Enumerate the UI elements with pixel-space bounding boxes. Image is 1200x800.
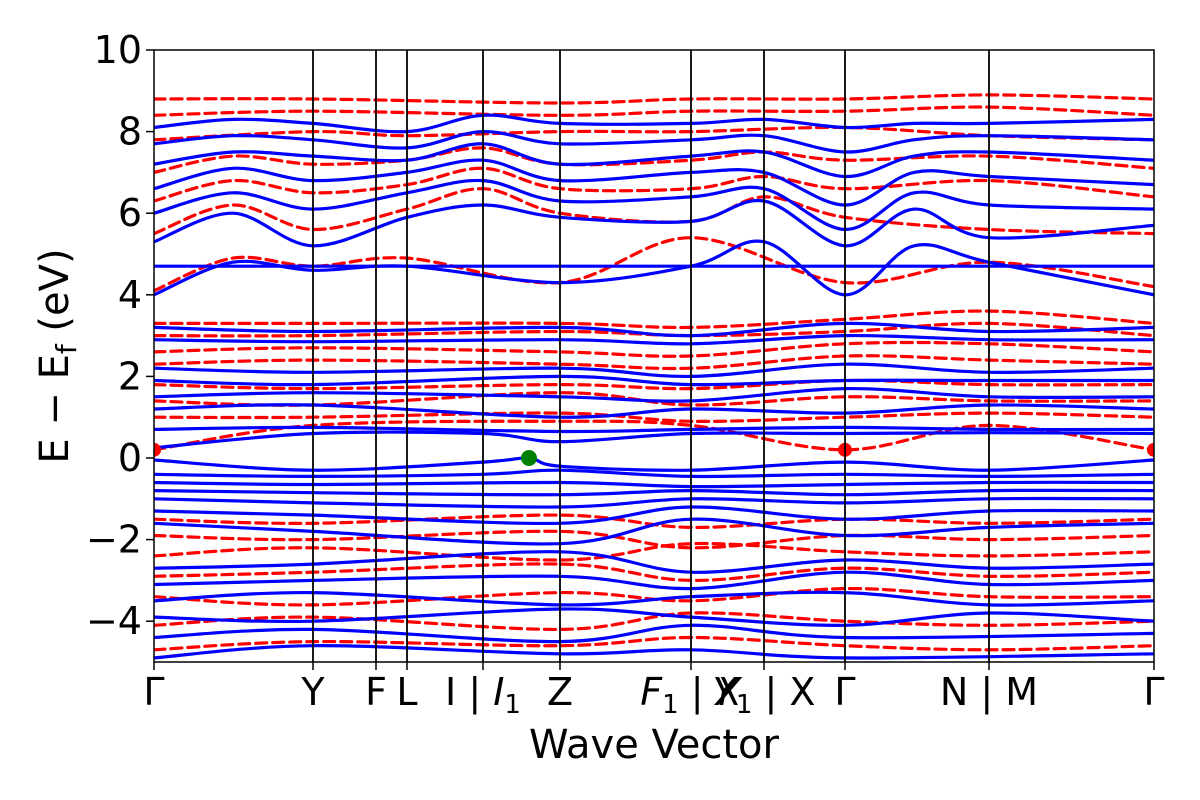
band-solid-12 [154, 456, 1154, 472]
x-tick-label-0: Γ [143, 670, 164, 714]
y-axis-label-main: E − E [32, 354, 78, 464]
band-edge-marker-0 [521, 450, 537, 466]
y-tick-label-1: −2 [86, 518, 142, 562]
band-dashed-15 [154, 236, 1154, 293]
band-solid-0 [154, 644, 1154, 660]
band-edge-marker-1 [154, 442, 161, 457]
plot-frame [153, 49, 1155, 663]
x-tick-label-4: I | I1 [445, 670, 521, 720]
band-solid-11 [154, 468, 1154, 479]
band-dashed-16 [154, 187, 1154, 236]
y-axis-label-sub: f [50, 343, 83, 354]
x-tick-label-7: Y1 | X [713, 670, 816, 720]
y-tick-label-2: 0 [118, 436, 142, 480]
x-tick-label-10: Γ [1143, 670, 1164, 714]
x-tick-label-9: N | M [940, 670, 1038, 715]
y-tick-label-6: 8 [118, 110, 142, 154]
band-solid-1 [154, 623, 1154, 644]
band-edge-marker-3 [1147, 442, 1154, 457]
x-axis-label: Wave Vector [529, 722, 780, 768]
y-ticks: −4 −2 0 2 4 6 8 10 [86, 28, 154, 643]
x-tick-label-8: Γ [834, 670, 855, 714]
band-solid-25 [154, 158, 1154, 207]
x-tick-label-2: F [365, 670, 387, 714]
x-tick-label-5: Z [547, 670, 573, 714]
x-tick-label-1: Y [300, 670, 325, 714]
band-dashed-17 [154, 166, 1154, 203]
x-tick-label-3: L [396, 670, 417, 714]
kpoint-lines [312, 50, 990, 662]
markers-layer [154, 442, 1154, 466]
band-solid-13 [154, 430, 1154, 450]
y-axis-label: E − Ef (eV) [32, 248, 83, 463]
y-tick-label-3: 2 [118, 354, 142, 398]
band-solid-23 [154, 198, 1154, 248]
x-tick-label-6: F1 | X [640, 670, 742, 720]
y-tick-label-7: 10 [94, 28, 142, 72]
band-solid-24 [154, 178, 1154, 232]
y-tick-label-5: 6 [118, 191, 142, 235]
y-tick-label-0: −4 [86, 599, 142, 643]
y-tick-label-4: 4 [118, 273, 142, 317]
y-axis-label-unit: (eV) [32, 248, 78, 344]
